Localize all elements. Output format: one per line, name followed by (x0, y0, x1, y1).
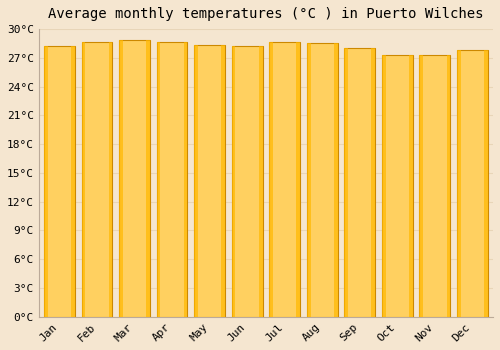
Bar (270, 42, 273, 317)
Bar (232, 46, 235, 317)
Bar (156, 42, 188, 317)
Bar (420, 55, 423, 317)
Bar (296, 42, 300, 317)
Bar (194, 46, 225, 317)
Bar (156, 42, 160, 317)
Bar (194, 46, 198, 317)
Bar (108, 42, 112, 317)
Bar (119, 40, 123, 317)
Bar (82, 42, 112, 317)
Bar (372, 48, 375, 317)
Bar (146, 40, 150, 317)
Bar (232, 46, 262, 317)
Bar (71, 46, 75, 317)
Bar (184, 42, 188, 317)
Bar (307, 43, 310, 317)
Bar (457, 50, 488, 317)
Bar (307, 43, 338, 317)
Bar (119, 40, 150, 317)
Bar (270, 42, 300, 317)
Bar (222, 46, 225, 317)
Bar (457, 50, 460, 317)
Bar (44, 46, 48, 317)
Bar (334, 43, 338, 317)
Bar (259, 46, 262, 317)
Bar (344, 48, 375, 317)
Bar (382, 55, 412, 317)
Bar (409, 55, 412, 317)
Bar (44, 46, 75, 317)
Bar (82, 42, 86, 317)
Bar (382, 55, 386, 317)
Bar (446, 55, 450, 317)
Bar (344, 48, 348, 317)
Bar (420, 55, 450, 317)
Title: Average monthly temperatures (°C ) in Puerto Wilches: Average monthly temperatures (°C ) in Pu… (48, 7, 484, 21)
Bar (484, 50, 488, 317)
